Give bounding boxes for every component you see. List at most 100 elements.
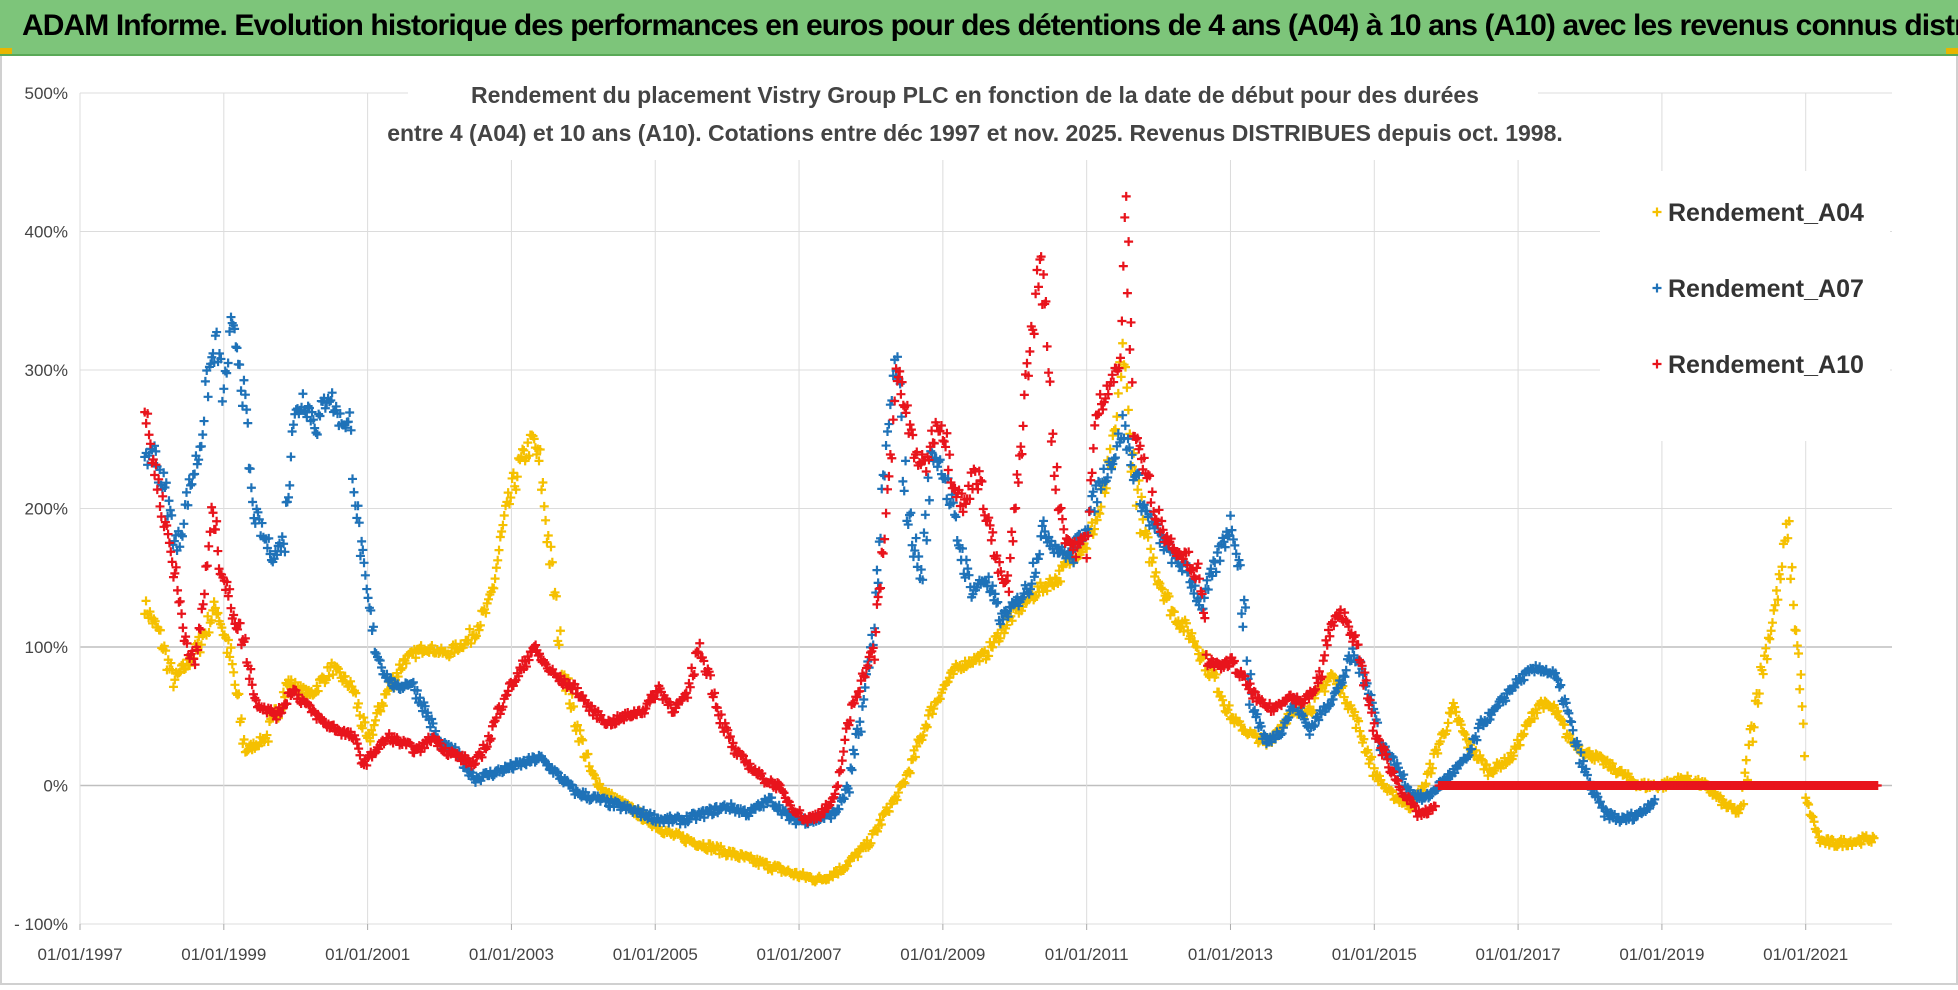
data-point: [1099, 464, 1109, 474]
data-point: [370, 647, 380, 657]
data-point: [179, 519, 189, 529]
data-point: [1776, 574, 1786, 584]
data-point: [1476, 754, 1486, 764]
data-point: [214, 348, 224, 358]
data-point: [853, 852, 863, 862]
data-point: [1773, 595, 1783, 605]
data-point: [357, 723, 367, 733]
data-point: [1132, 468, 1142, 478]
data-point: [919, 528, 929, 538]
data-point: [377, 662, 387, 672]
data-point: [223, 591, 233, 601]
data-point: [1105, 444, 1115, 454]
data-point: [226, 643, 236, 653]
data-point: [914, 552, 924, 562]
data-point: [1037, 521, 1047, 531]
data-point: [1117, 316, 1127, 326]
data-point: [326, 395, 336, 405]
data-point: [257, 518, 267, 528]
data-point: [1190, 636, 1200, 646]
data-point: [166, 658, 176, 668]
data-point: [935, 694, 945, 704]
data-point: [311, 428, 321, 438]
data-point: [1758, 669, 1768, 679]
data-point: [1127, 377, 1137, 387]
data-point: [1148, 553, 1158, 563]
data-point: [1568, 725, 1578, 735]
data-point: [242, 405, 252, 415]
data-point: [1218, 695, 1228, 705]
data-point: [1050, 573, 1060, 583]
data-point: [699, 813, 709, 823]
data-point: [1650, 794, 1660, 804]
data-point: [1110, 424, 1120, 434]
data-point: [1324, 701, 1334, 711]
x-tick-label: 01/01/1997: [37, 945, 122, 964]
data-point: [158, 491, 168, 501]
data-point: [831, 782, 841, 792]
data-point: [1087, 491, 1097, 501]
data-point: [929, 704, 939, 714]
data-point: [1467, 744, 1477, 754]
data-point: [1399, 770, 1409, 780]
data-point: [194, 455, 204, 465]
data-point: [1143, 532, 1153, 542]
data-point: [244, 674, 254, 684]
data-point: [538, 477, 548, 487]
data-point: [518, 444, 528, 454]
data-point: [984, 572, 994, 582]
data-point: [491, 563, 501, 573]
data-point: [226, 603, 236, 613]
data-point: [288, 420, 298, 430]
data-point: [939, 437, 949, 447]
title-banner: ADAM Informe. Evolution historique des p…: [0, 0, 1958, 56]
data-point: [159, 468, 169, 478]
data-point: [639, 805, 649, 815]
data-point: [503, 488, 513, 498]
data-point: [1719, 797, 1729, 807]
data-point: [1125, 345, 1135, 355]
data-point: [354, 744, 364, 754]
data-point: [1564, 708, 1574, 718]
data-point: [1787, 562, 1797, 572]
data-point: [1120, 421, 1130, 431]
y-tick-label: 400%: [25, 223, 68, 242]
data-point: [1595, 797, 1605, 807]
data-point: [986, 535, 996, 545]
data-point: [1766, 626, 1776, 636]
data-point: [332, 662, 342, 672]
data-point: [497, 768, 507, 778]
data-point: [1762, 654, 1772, 664]
data-point: [331, 401, 341, 411]
data-point: [1529, 713, 1539, 723]
data-point: [475, 620, 485, 630]
data-point: [468, 768, 478, 778]
data-point: [1753, 698, 1763, 708]
data-point: [1765, 634, 1775, 644]
series-a10-flat-segment: [1434, 781, 1882, 790]
data-point: [312, 681, 322, 691]
data-point: [912, 741, 922, 751]
data-point: [905, 768, 915, 778]
data-point: [1405, 785, 1415, 795]
data-point: [1532, 708, 1542, 718]
data-point: [923, 473, 933, 483]
data-point: [899, 777, 909, 787]
series-rendement-a10: [140, 191, 1440, 827]
data-point: [358, 545, 368, 555]
data-point: [159, 641, 169, 651]
data-point: [1108, 459, 1118, 469]
data-point: [1388, 787, 1398, 797]
data-point: [223, 358, 233, 368]
data-point: [498, 520, 508, 530]
data-point: [310, 423, 320, 433]
data-point: [535, 445, 545, 455]
data-point: [196, 441, 206, 451]
x-tick-label: 01/01/2019: [1619, 945, 1704, 964]
data-point: [246, 483, 256, 493]
data-point: [230, 680, 240, 690]
data-point: [179, 665, 189, 675]
data-point: [212, 516, 222, 526]
data-point: [1252, 709, 1262, 719]
data-point: [144, 430, 154, 440]
